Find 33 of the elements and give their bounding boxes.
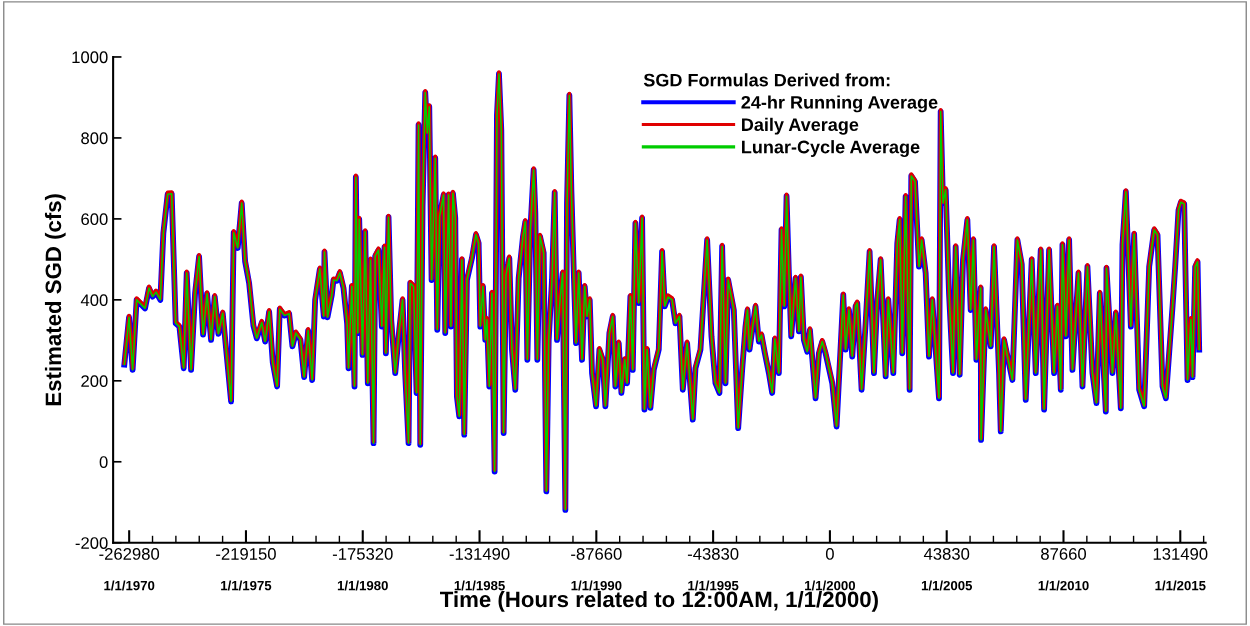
x-tick-label: -131490	[449, 548, 510, 560]
x2-tick-label: 1/1/1970	[104, 580, 155, 591]
y-tick-label: -200	[75, 537, 108, 549]
x2-tick-label: 1/1/2000	[805, 580, 856, 591]
y-tick-label: 600	[81, 213, 108, 226]
y-tick-label: 1000	[72, 51, 108, 64]
y-tick-label: 800	[81, 132, 108, 145]
y-tick-label: 200	[81, 375, 108, 388]
x-tick-label: -175320	[332, 548, 393, 560]
legend-label: 24-hr Running Average	[741, 95, 938, 113]
x2-tick-label: 1/1/1980	[337, 580, 388, 591]
legend-label: Lunar-Cycle Average	[742, 140, 920, 158]
x-tick-label: 131490	[1153, 548, 1208, 560]
x-tick-label: 87660	[1041, 548, 1087, 560]
x2-tick-label: 1/1/1985	[454, 580, 505, 591]
x2-tick-label: 1/1/1975	[221, 580, 272, 591]
x2-tick-label: 1/1/2005	[921, 580, 973, 591]
x2-tick-label: 1/1/1990	[571, 580, 622, 591]
x-tick-label: -87660	[571, 548, 622, 560]
x2-tick-label: 1/1/2010	[1038, 580, 1089, 591]
y-tick-label: 400	[80, 294, 108, 307]
x-tick-label: -262980	[99, 548, 160, 560]
legend-title: SGD Formulas Derived from:	[643, 73, 890, 87]
x-tick-label: -219150	[216, 548, 276, 560]
x2-tick-label: 1/1/2015	[1155, 580, 1206, 591]
legend-label: Daily Average	[742, 117, 859, 135]
x-tick-label: -43830	[687, 548, 739, 560]
x-tick-label: 0	[825, 548, 834, 560]
x2-tick-label: 1/1/1995	[688, 580, 739, 591]
x-axis-title: Time (Hours related to 12:00AM, 1/1/2000)	[440, 590, 878, 612]
x-tick-label: 43830	[923, 548, 970, 560]
y-tick-label: 0	[99, 456, 108, 468]
y-axis-title: Estimated SGD (cfs)	[44, 194, 66, 406]
